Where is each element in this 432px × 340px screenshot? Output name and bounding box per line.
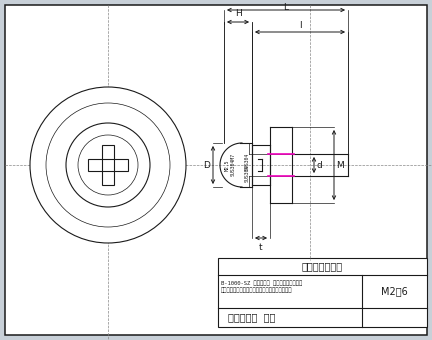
Bar [102,145,114,185]
Text: d: d [316,160,322,170]
Circle shape [30,87,186,243]
Text: L: L [283,2,289,12]
Text: （スプリングワッシャー・大径平ワッシャー付）: （スプリングワッシャー・大径平ワッシャー付） [221,287,292,293]
Text: B-1000-SZ ステンレス 十字穴付なべ小ネジ: B-1000-SZ ステンレス 十字穴付なべ小ネジ [221,280,302,286]
Text: ステンレス  生地: ステンレス 生地 [228,312,275,323]
Text: SUS304: SUS304 [245,164,250,182]
Bar [88,159,128,171]
Text: H: H [235,10,241,18]
Text: SUS304: SUS304 [245,152,250,170]
Text: M: M [336,160,344,170]
Bar [218,258,427,327]
Text: SUS3N7: SUS3N7 [96,155,116,160]
Text: t: t [259,243,263,253]
Text: M2～6: M2～6 [381,287,408,296]
Text: M2.5
SUS304M7: M2.5 SUS304M7 [225,153,235,176]
Text: l: l [299,20,301,30]
Circle shape [66,123,150,207]
Text: D: D [203,160,210,170]
Text: 名称及びサイズ: 名称及びサイズ [302,261,343,272]
Text: M2.5: M2.5 [99,151,112,155]
